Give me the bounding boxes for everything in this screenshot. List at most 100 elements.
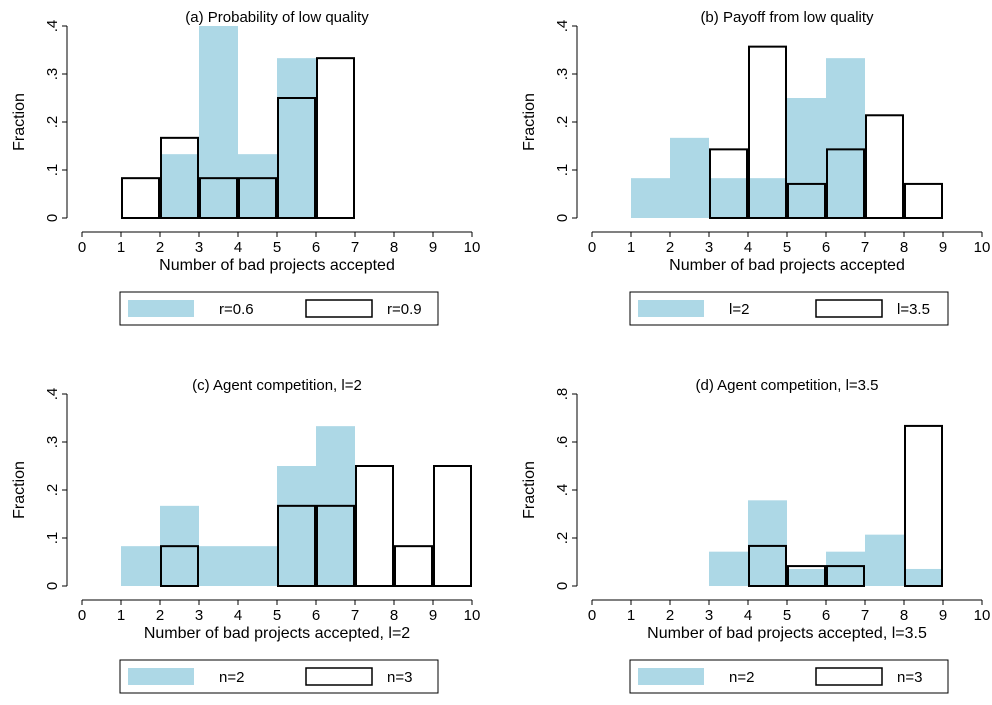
- bar-n=2: [121, 546, 160, 586]
- bar-l=2: [709, 178, 748, 218]
- bar-n=2: [238, 546, 277, 586]
- bar-l=2: [826, 58, 865, 218]
- chart-panel-3: [62, 393, 473, 605]
- bar-r=0.9: [121, 177, 160, 220]
- y-tick-label: .4: [44, 20, 61, 33]
- x-axis-label: Number of bad projects accepted: [159, 257, 395, 274]
- bar-r=0.9: [238, 177, 277, 220]
- legend-label: n=3: [897, 669, 922, 686]
- bar-l=2: [631, 178, 670, 218]
- x-tick-label: 9: [939, 607, 947, 624]
- bar-n=3: [904, 424, 943, 588]
- y-tick-label: .1: [44, 532, 61, 545]
- x-tick-label: 2: [156, 607, 164, 624]
- x-tick-label: 5: [273, 239, 281, 256]
- y-tick-label: .4: [554, 484, 571, 497]
- x-tick-label: 10: [974, 607, 991, 624]
- bar-n=3: [433, 465, 472, 587]
- y-tick-label: .2: [44, 484, 61, 497]
- bar-n=2: [826, 551, 865, 586]
- y-tick-label: .6: [554, 436, 571, 449]
- bar-n=2: [709, 551, 748, 586]
- y-tick-label: .3: [44, 436, 61, 449]
- bar-l=3.5: [865, 114, 904, 219]
- chart-legend: [629, 291, 949, 326]
- bar-l=2: [748, 178, 787, 218]
- chart-legend: [119, 291, 439, 326]
- bar-n=3: [277, 504, 316, 587]
- x-tick-label: 2: [666, 239, 674, 256]
- y-axis-label: Fraction: [521, 461, 538, 519]
- y-tick-label: .2: [554, 116, 571, 129]
- bar-r=0.6: [238, 154, 277, 218]
- y-tick-label: .2: [554, 532, 571, 545]
- legend-label: n=2: [729, 669, 754, 686]
- x-tick-label: 4: [744, 239, 752, 256]
- bar-r=0.6: [160, 154, 199, 218]
- x-tick-label: 6: [312, 607, 320, 624]
- legend-label: n=2: [219, 669, 244, 686]
- y-tick-label: .3: [44, 68, 61, 81]
- chart-panel-2: [572, 25, 983, 237]
- y-tick-label: .8: [554, 388, 571, 401]
- legend-swatch-l=2: [638, 300, 704, 317]
- legend-swatch-n=3: [815, 667, 883, 686]
- bar-l=2: [670, 137, 709, 218]
- x-tick-label: 7: [861, 607, 869, 624]
- x-tick-label: 0: [78, 607, 86, 624]
- bar-r=0.6: [199, 26, 238, 218]
- bar-n=3: [826, 565, 865, 588]
- y-axis-label: Fraction: [11, 461, 28, 519]
- x-axis-label: Number of bad projects accepted, l=3.5: [647, 625, 927, 642]
- x-tick-label: 5: [783, 607, 791, 624]
- legend-swatch-l=3.5: [815, 299, 883, 318]
- bar-n=3: [748, 544, 787, 587]
- bar-r=0.9: [160, 136, 199, 219]
- x-tick-label: 1: [117, 607, 125, 624]
- bar-n=2: [865, 534, 904, 586]
- bar-n=3: [394, 545, 433, 587]
- bar-l=3.5: [709, 148, 748, 219]
- y-axis-label: Fraction: [521, 93, 538, 151]
- x-tick-label: 0: [588, 239, 596, 256]
- x-tick-label: 1: [117, 239, 125, 256]
- bar-n=2: [748, 500, 787, 586]
- x-tick-label: 6: [822, 607, 830, 624]
- x-tick-label: 9: [429, 607, 437, 624]
- y-tick-label: .4: [554, 20, 571, 33]
- x-tick-label: 10: [974, 239, 991, 256]
- x-tick-label: 4: [234, 607, 242, 624]
- x-tick-label: 9: [429, 239, 437, 256]
- y-tick-label: 0: [554, 214, 571, 222]
- chart-legend: [119, 659, 439, 694]
- chart-title: (a) Probability of low quality: [185, 9, 369, 26]
- x-tick-label: 9: [939, 239, 947, 256]
- x-tick-label: 8: [900, 607, 908, 624]
- x-tick-label: 2: [666, 607, 674, 624]
- bar-n=2: [199, 546, 238, 586]
- x-tick-label: 6: [312, 239, 320, 256]
- chart-title: (d) Agent competition, l=3.5: [695, 377, 878, 394]
- legend-swatch-n=2: [128, 668, 194, 685]
- chart-title: (b) Payoff from low quality: [700, 9, 874, 26]
- chart-legend: [629, 659, 949, 694]
- legend-swatch-n=3: [305, 667, 373, 686]
- x-tick-label: 3: [195, 607, 203, 624]
- bar-r=0.9: [199, 177, 238, 220]
- legend-label: r=0.9: [387, 301, 422, 318]
- bar-l=3.5: [748, 45, 787, 219]
- x-tick-label: 10: [464, 607, 481, 624]
- chart-title: (c) Agent competition, l=2: [192, 377, 362, 394]
- y-tick-label: .3: [554, 68, 571, 81]
- legend-swatch-r=0.6: [128, 300, 194, 317]
- x-tick-label: 4: [234, 239, 242, 256]
- bar-n=3: [355, 465, 394, 587]
- bar-n=3: [160, 545, 199, 587]
- bar-n=3: [316, 504, 355, 587]
- x-tick-label: 0: [588, 607, 596, 624]
- x-tick-label: 2: [156, 239, 164, 256]
- bar-r=0.9: [316, 57, 355, 219]
- x-tick-label: 7: [351, 607, 359, 624]
- x-tick-label: 1: [627, 607, 635, 624]
